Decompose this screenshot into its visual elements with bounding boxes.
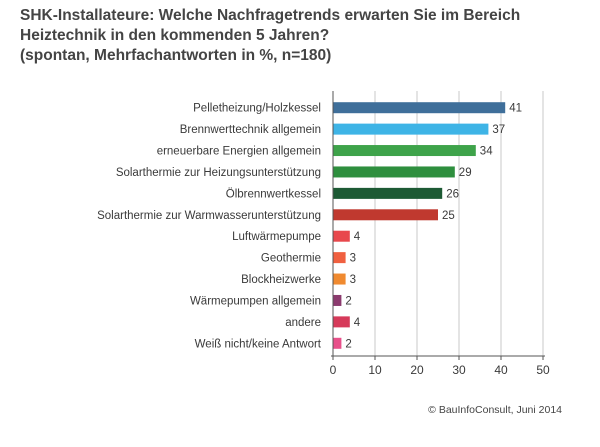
source-credit: © BauInfoConsult, Juni 2014 (428, 404, 562, 416)
tick-label-50: 50 (536, 363, 550, 377)
chart-title: SHK-Installateure: Welche Nachfragetrend… (20, 6, 590, 66)
bar-10 (333, 316, 350, 328)
value-label-2: 34 (480, 146, 493, 158)
value-label-11: 2 (345, 338, 351, 350)
bar-0 (333, 102, 506, 114)
value-label-1: 37 (492, 124, 505, 136)
bar-3 (333, 166, 455, 178)
tick-label-30: 30 (452, 363, 466, 377)
value-label-9: 2 (345, 295, 351, 307)
category-label-4: Ölbrennwertkessel (226, 188, 321, 200)
value-label-10: 4 (354, 317, 361, 329)
category-label-3: Solarthermie zur Heizungsunterstützung (116, 167, 321, 179)
category-label-7: Geothermie (261, 253, 321, 265)
value-label-7: 3 (350, 253, 356, 265)
category-label-9: Wärmepumpen allgemein (190, 295, 321, 307)
value-label-0: 41 (509, 103, 522, 115)
category-label-6: Luftwärmepumpe (232, 231, 321, 243)
value-label-8: 3 (350, 274, 356, 286)
bar-6 (333, 230, 350, 242)
value-label-6: 4 (354, 231, 361, 243)
chart-title-line-1: SHK-Installateure: Welche Nachfragetrend… (20, 7, 521, 24)
category-label-1: Brennwerttechnik allgemein (180, 124, 321, 136)
category-label-10: andere (285, 317, 321, 329)
bar-11 (333, 337, 342, 349)
bar-1 (333, 123, 489, 135)
value-label-4: 26 (446, 188, 459, 200)
bar-8 (333, 273, 346, 285)
bar-5 (333, 209, 438, 221)
category-label-8: Blockheizwerke (241, 274, 321, 286)
tick-label-40: 40 (494, 363, 508, 377)
bar-9 (333, 294, 342, 306)
bar-7 (333, 252, 346, 264)
bar-2 (333, 145, 476, 157)
value-label-5: 25 (442, 210, 455, 222)
bar-4 (333, 187, 443, 199)
value-label-3: 29 (459, 167, 472, 179)
category-label-0: Pelletheizung/Holzkessel (193, 103, 321, 115)
tick-label-20: 20 (410, 363, 424, 377)
chart-title-line-3: (spontan, Mehrfachantworten in %, n=180) (20, 47, 332, 64)
category-label-11: Weiß nicht/keine Antwort (195, 338, 322, 350)
category-label-5: Solarthermie zur Warmwasserunterstützung (97, 210, 321, 222)
chart-title-line-2: Heiztechnik in den kommenden 5 Jahren? (20, 27, 330, 44)
tick-label-0: 0 (330, 363, 337, 377)
tick-label-10: 10 (368, 363, 382, 377)
category-label-2: erneuerbare Energien allgemein (157, 146, 321, 158)
